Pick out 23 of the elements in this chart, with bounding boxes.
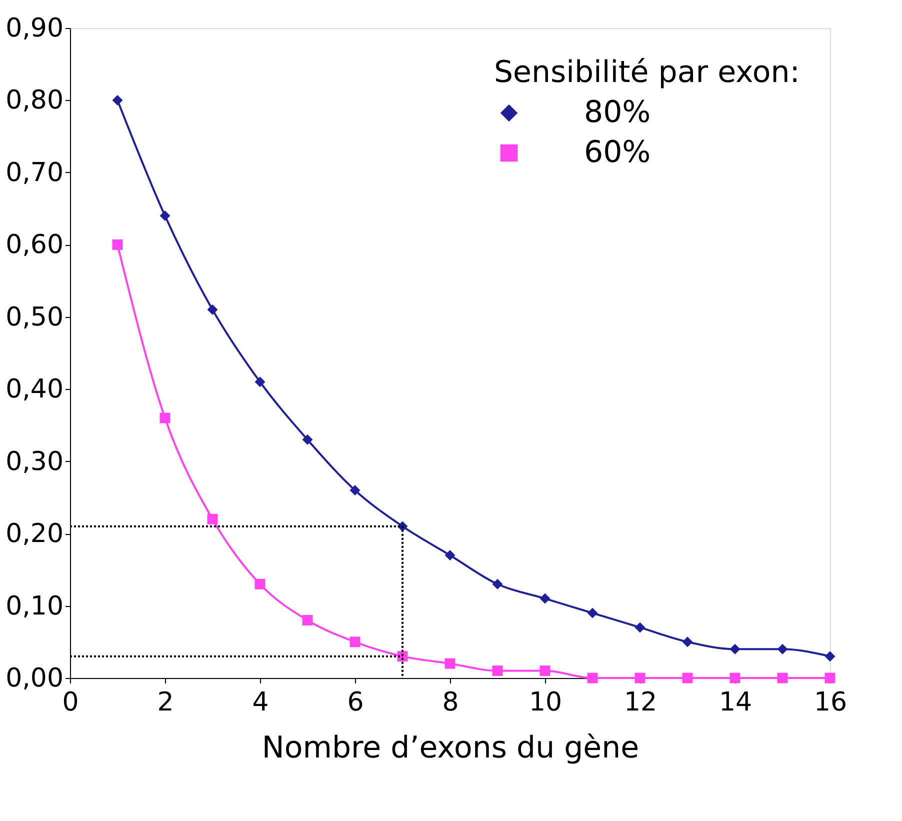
x-tick-label: 12 — [624, 688, 658, 718]
y-tick-label: 0,30 — [6, 446, 64, 477]
y-tick-label: 0,70 — [6, 158, 64, 188]
x-tick-label: 4 — [252, 688, 269, 718]
y-tick-label: 0,60 — [6, 230, 64, 260]
x-tick-label: 0 — [62, 688, 79, 718]
x-tick-label: 10 — [528, 688, 562, 718]
x-tick-label: 8 — [442, 688, 459, 718]
legend-title: Sensibilité par exon: — [494, 55, 800, 90]
x-axis-title: Nombre d’exons du gène — [262, 730, 640, 766]
y-tick-label: 0,50 — [6, 302, 64, 332]
y-tick-label: 0,10 — [6, 591, 64, 622]
x-tick-label: 2 — [157, 688, 174, 718]
legend-label: 80% — [584, 95, 651, 130]
y-tick-label: 0,00 — [6, 664, 64, 694]
x-tick-label: 16 — [814, 688, 848, 718]
legend-label: 60% — [584, 135, 651, 170]
y-tick-label: 0,40 — [6, 374, 64, 405]
y-tick-label: 0,20 — [6, 519, 64, 550]
x-tick-label: 14 — [718, 688, 752, 718]
y-tick-label: 0,90 — [6, 14, 64, 44]
y-tick-label: 0,80 — [6, 86, 64, 116]
x-tick-label: 6 — [347, 688, 364, 718]
